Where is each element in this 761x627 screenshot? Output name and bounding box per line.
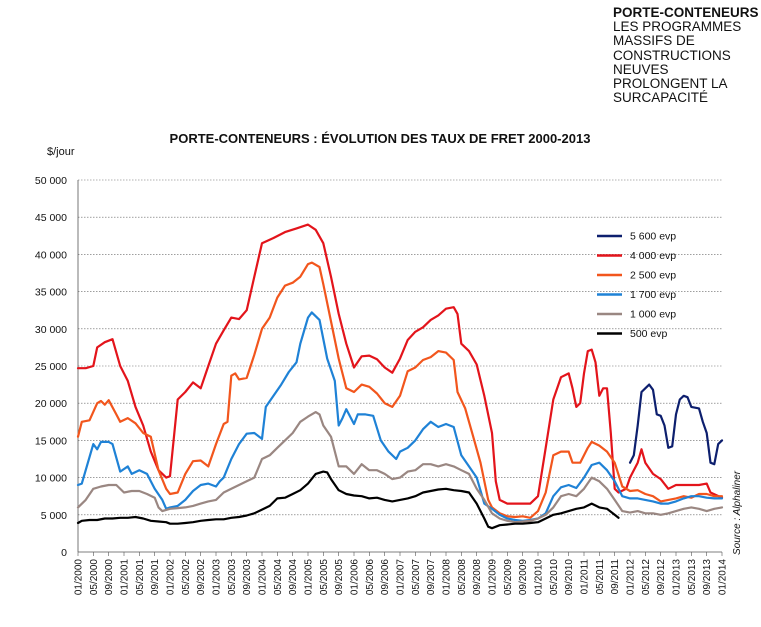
x-tick-label: 05/2010	[549, 559, 560, 596]
y-tick-label: 45 000	[35, 212, 67, 224]
x-tick-label: 01/2009	[488, 559, 499, 596]
y-axis-unit-label: $/jour	[47, 146, 75, 158]
x-tick-label: 09/2000	[104, 559, 115, 596]
x-tick-label: 09/2010	[564, 559, 575, 596]
x-tick-label: 01/2003	[212, 559, 223, 596]
x-tick-label: 01/2014	[718, 559, 729, 596]
x-tick-label: 05/2012	[641, 559, 652, 596]
legend-label: 500 evp	[630, 328, 668, 340]
y-tick-label: 20 000	[35, 398, 67, 410]
y-tick-label: 35 000	[35, 287, 67, 299]
x-tick-label: 01/2012	[626, 559, 637, 596]
headline-subtitle: LES PROGRAMMES MASSIFS DE CONSTRUCTIONS …	[613, 19, 742, 106]
x-tick-label: 05/2007	[411, 559, 422, 596]
y-tick-label: 50 000	[35, 175, 67, 187]
x-tick-label: 09/2008	[472, 559, 483, 596]
x-tick-label: 01/2007	[396, 559, 407, 596]
x-tick-label: 05/2011	[595, 559, 606, 595]
x-tick-label: 05/2006	[365, 559, 376, 596]
series-line	[76, 223, 724, 505]
x-tick-label: 01/2008	[442, 559, 453, 596]
x-tick-label: 01/2002	[166, 559, 177, 596]
series-line	[76, 311, 724, 522]
legend: 5 600 evp 4 000 evp 2 500 evp 1 700 evp 1 00…	[597, 231, 676, 340]
x-tick-label: 09/2013	[702, 559, 713, 596]
x-tick-label: 05/2001	[135, 559, 146, 596]
legend-label: 5 600 evp	[630, 231, 676, 243]
y-tick-label: 0	[61, 547, 67, 559]
y-tick-label: 30 000	[35, 324, 67, 336]
gridlines	[78, 179, 722, 516]
y-tick-label: 5 000	[41, 510, 67, 522]
x-tick-label: 05/2002	[181, 559, 192, 596]
legend-label: 4 000 evp	[630, 250, 676, 262]
x-tick-label: 05/2009	[503, 559, 514, 596]
x-tick-label: 09/2004	[288, 559, 299, 596]
x-tick-label: 09/2002	[196, 559, 207, 596]
x-tick-label: 05/2013	[687, 559, 698, 596]
legend-label: 1 700 evp	[630, 289, 676, 301]
x-tick-label: 09/2005	[334, 559, 345, 596]
x-tick-label: 01/2000	[74, 559, 85, 596]
x-tick-label: 09/2012	[656, 559, 667, 596]
x-tick-label: 01/2006	[350, 559, 361, 596]
legend-label: 1 000 evp	[630, 309, 676, 321]
y-tick-label: 15 000	[35, 435, 67, 447]
x-tick-label: 05/2003	[227, 559, 238, 596]
source-note: Source : Alphaliner	[732, 470, 743, 555]
x-tick-label: 01/2001	[120, 559, 131, 596]
x-tick-label: 09/2003	[242, 559, 253, 596]
x-tick-label: 09/2007	[426, 559, 437, 596]
series-line	[76, 411, 724, 524]
y-tick-label: 25 000	[35, 361, 67, 373]
x-tick-label: 05/2005	[319, 559, 330, 596]
x-tick-label: 09/2006	[380, 559, 391, 596]
x-tick-label: 01/2004	[258, 559, 269, 596]
x-tick-label: 05/2004	[273, 559, 284, 596]
chart-title: PORTE-CONTENEURS : ÉVOLUTION DES TAUX DE…	[170, 131, 591, 146]
x-tick-label: 01/2005	[304, 559, 315, 596]
y-tick-label: 10 000	[35, 473, 67, 485]
x-tick-label: 09/2011	[610, 559, 621, 595]
series-line	[76, 470, 620, 530]
headline-block: PORTE-CONTENEURS LES PROGRAMMES MASSIFS …	[613, 5, 759, 106]
x-tick-label: 01/2011	[580, 559, 591, 595]
headline-kicker: PORTE-CONTENEURS	[613, 5, 759, 20]
legend-label: 2 500 evp	[630, 270, 676, 282]
data-series	[76, 223, 724, 530]
series-line	[628, 383, 724, 466]
x-tick-label: 01/2013	[672, 559, 683, 596]
x-tick-label: 09/2009	[518, 559, 529, 596]
x-axis-ticks: 01/2000 05/2000 09/2000 01/2001 05/2001 09/20…	[74, 552, 729, 595]
y-tick-label: 40 000	[35, 249, 67, 261]
series-line	[76, 261, 724, 519]
x-tick-label: 05/2000	[89, 559, 100, 596]
y-axis-ticks: 0 5 000 10 000 15 000 20 000 25 000 30 000 35 0…	[35, 175, 67, 559]
x-tick-label: 01/2010	[534, 559, 545, 596]
x-tick-label: 09/2001	[150, 559, 161, 596]
x-tick-label: 05/2008	[457, 559, 468, 596]
